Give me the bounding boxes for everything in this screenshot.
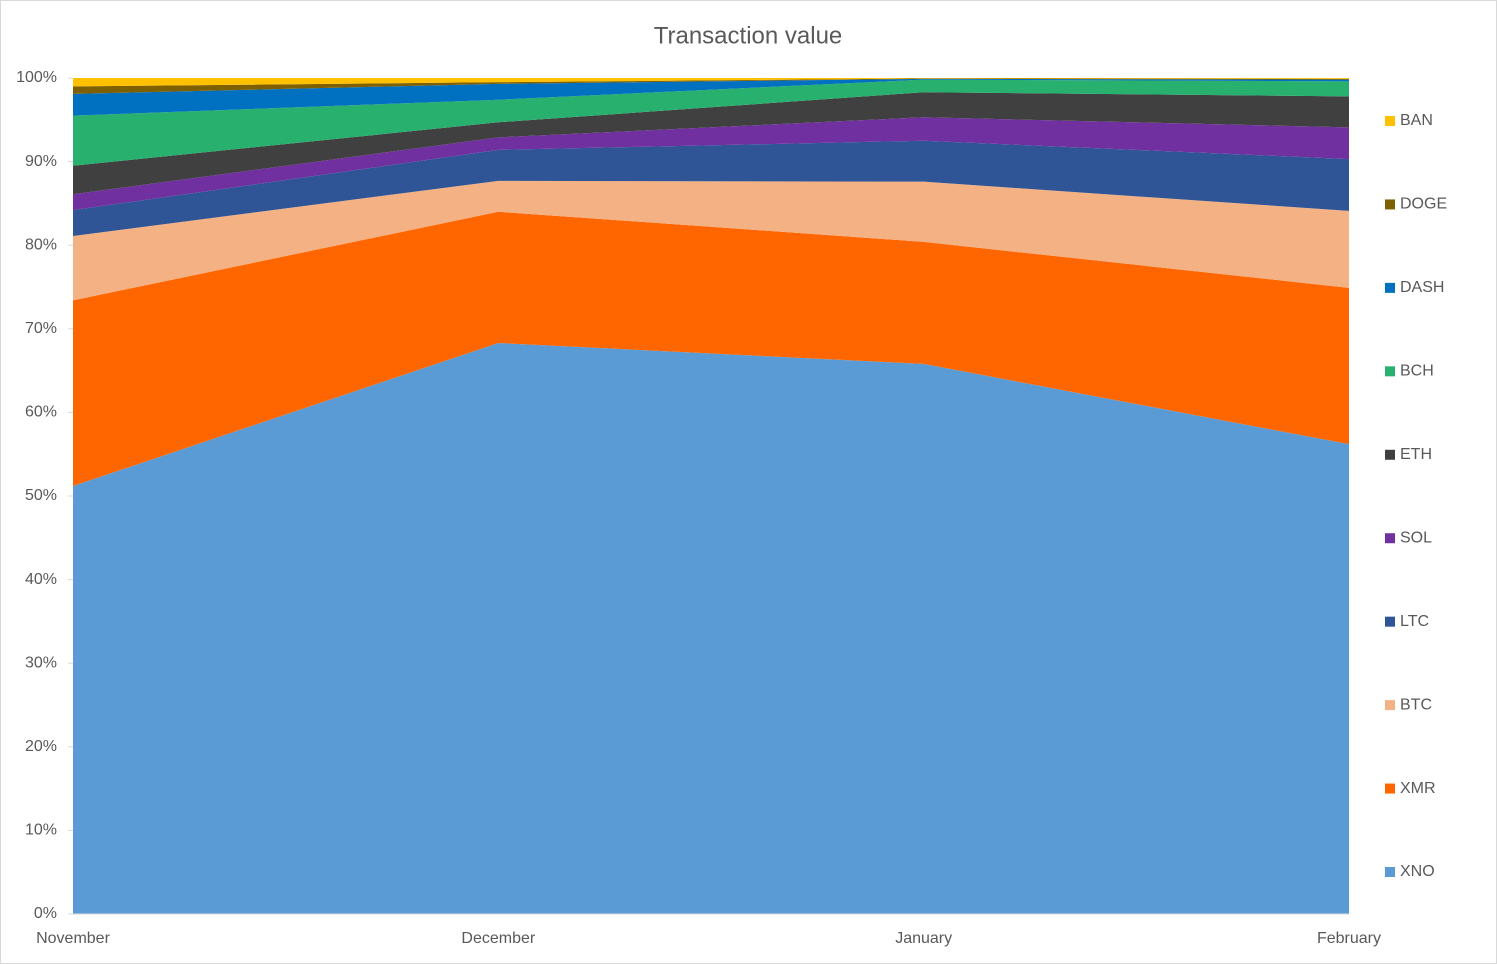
area [73, 140, 1349, 237]
legend-swatch [1385, 366, 1395, 377]
y-tick-label: 10% [25, 822, 57, 839]
y-tick-label: 100% [16, 69, 57, 86]
legend-label: BAN [1400, 112, 1433, 129]
legend-label: LTC [1400, 613, 1429, 630]
legend-label: XNO [1400, 863, 1435, 880]
y-tick-label: 0% [34, 905, 57, 922]
legend-label: DASH [1400, 279, 1444, 296]
x-tick-label: January [895, 930, 952, 947]
chart-title: Transaction value [654, 22, 843, 49]
x-tick-label: November [36, 930, 110, 947]
legend-label: ETH [1400, 446, 1432, 463]
legend-label: BCH [1400, 363, 1434, 380]
y-tick-label: 90% [25, 153, 57, 170]
y-tick-label: 20% [25, 738, 57, 755]
legend-swatch [1385, 783, 1395, 794]
legend-swatch [1385, 700, 1395, 711]
legend-label: BTC [1400, 696, 1432, 713]
legend-swatch [1385, 533, 1395, 544]
area [73, 79, 1349, 166]
y-tick-label: 70% [25, 320, 57, 337]
legend-swatch [1385, 449, 1395, 460]
legend-swatch [1385, 116, 1395, 126]
legend-swatch [1385, 282, 1395, 293]
legend-label: DOGE [1400, 196, 1447, 213]
y-tick-label: 50% [25, 487, 57, 504]
area [73, 180, 1349, 301]
y-tick-label: 30% [25, 654, 57, 671]
area [73, 117, 1349, 211]
legend-swatch [1385, 199, 1395, 210]
area [73, 78, 1349, 87]
area [73, 78, 1349, 116]
y-tick-label: 40% [25, 571, 57, 588]
legend-label: SOL [1400, 529, 1432, 546]
legend-swatch [1385, 616, 1395, 627]
y-tick-label: 60% [25, 404, 57, 421]
legend-swatch [1385, 867, 1395, 877]
area [73, 92, 1349, 195]
legend-label: XMR [1400, 780, 1436, 797]
x-tick-label: February [1317, 930, 1381, 947]
area [73, 343, 1349, 915]
area [73, 78, 1349, 94]
x-tick-label: December [461, 930, 535, 947]
area [73, 211, 1349, 486]
y-tick-label: 80% [25, 236, 57, 253]
